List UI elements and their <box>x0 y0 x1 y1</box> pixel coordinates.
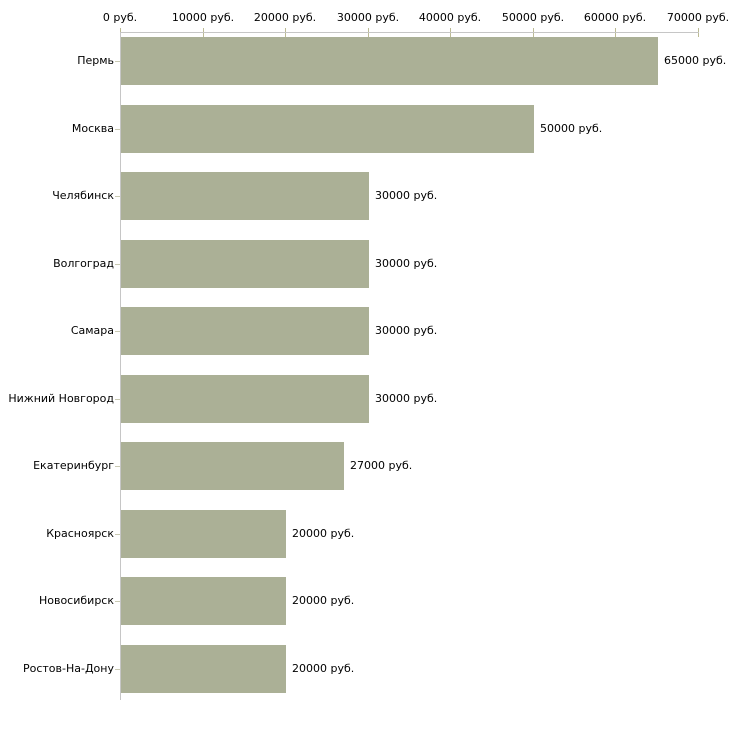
category-label: Челябинск <box>52 189 114 202</box>
y-tick-mark <box>115 264 120 265</box>
x-tick-label: 20000 руб. <box>253 11 317 24</box>
x-axis-line <box>120 32 699 33</box>
x-tick-label: 50000 руб. <box>501 11 565 24</box>
y-tick-mark <box>115 601 120 602</box>
category-label: Красноярск <box>46 527 114 540</box>
x-tick-label: 70000 руб. <box>666 11 730 24</box>
category-label: Волгоград <box>53 257 114 270</box>
y-tick-mark <box>115 196 120 197</box>
y-tick-mark <box>115 669 120 670</box>
category-label: Самара <box>70 324 114 337</box>
x-tick-label: 0 руб. <box>102 11 138 24</box>
bar <box>121 375 369 423</box>
y-tick-mark <box>115 399 120 400</box>
category-label: Пермь <box>77 54 114 67</box>
y-tick-mark <box>115 61 120 62</box>
value-label: 20000 руб. <box>292 527 355 540</box>
y-tick-mark <box>115 534 120 535</box>
value-label: 27000 руб. <box>350 459 413 472</box>
bar <box>121 645 286 693</box>
y-axis-line <box>120 32 121 700</box>
x-tick-label: 40000 руб. <box>418 11 482 24</box>
category-label: Екатеринбург <box>33 459 114 472</box>
y-tick-mark <box>115 129 120 130</box>
value-label: 30000 руб. <box>375 257 438 270</box>
bar <box>121 240 369 288</box>
x-tick-label: 30000 руб. <box>336 11 400 24</box>
x-tick-label: 60000 руб. <box>583 11 647 24</box>
bar <box>121 510 286 558</box>
value-label: 50000 руб. <box>540 122 603 135</box>
bar <box>121 307 369 355</box>
category-label: Ростов-На-Дону <box>22 662 114 675</box>
value-label: 30000 руб. <box>375 189 438 202</box>
x-tick-label: 10000 руб. <box>171 11 235 24</box>
category-label: Москва <box>71 122 114 135</box>
value-label: 20000 руб. <box>292 594 355 607</box>
bar <box>121 37 658 85</box>
category-label: Нижний Новгород <box>8 392 114 405</box>
bar <box>121 105 534 153</box>
value-label: 65000 руб. <box>664 54 727 67</box>
category-label: Новосибирск <box>38 594 114 607</box>
bar <box>121 442 344 490</box>
bar <box>121 577 286 625</box>
bar <box>121 172 369 220</box>
value-label: 30000 руб. <box>375 324 438 337</box>
y-tick-mark <box>115 466 120 467</box>
value-label: 30000 руб. <box>375 392 438 405</box>
y-tick-mark <box>115 331 120 332</box>
value-label: 20000 руб. <box>292 662 355 675</box>
